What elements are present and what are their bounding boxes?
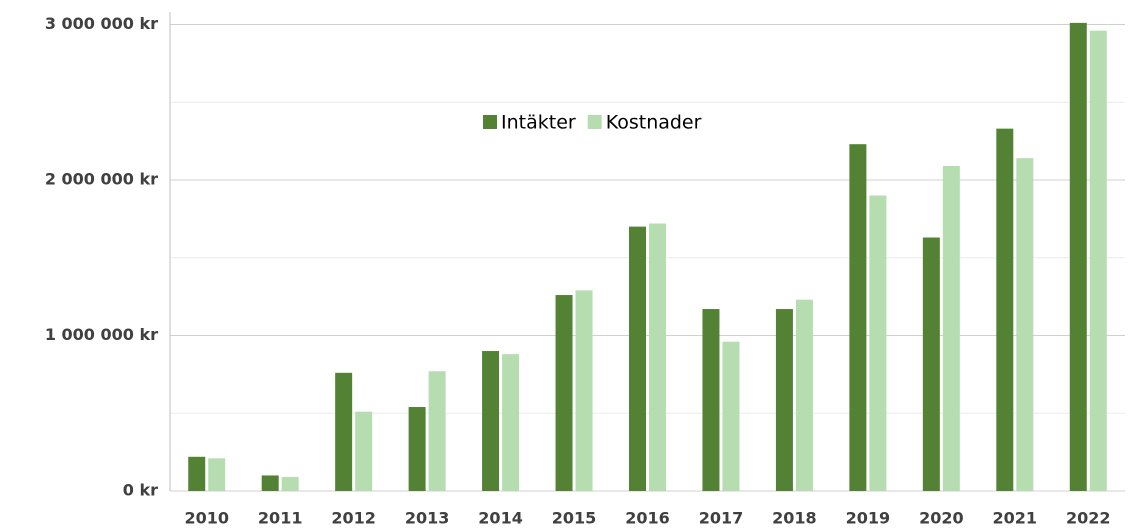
bar — [281, 477, 299, 491]
bar — [355, 411, 373, 491]
bar — [261, 475, 279, 491]
x-tick-label: 2018 — [772, 509, 817, 528]
bar — [722, 341, 740, 491]
x-tick-label: 2022 — [1066, 509, 1111, 528]
x-tick-label: 2019 — [846, 509, 891, 528]
bar — [555, 295, 573, 491]
x-tick-label: 2020 — [919, 509, 964, 528]
y-tick-label: 1 000 000 kr — [45, 325, 158, 344]
bar — [208, 458, 226, 491]
x-tick-label: 2014 — [478, 509, 523, 528]
x-tick-label: 2012 — [331, 509, 376, 528]
bar — [849, 144, 867, 491]
bar — [188, 456, 206, 491]
bar — [629, 226, 646, 491]
bar — [408, 407, 426, 491]
bar — [335, 372, 353, 491]
legend-swatch — [587, 115, 602, 129]
bar — [922, 237, 940, 491]
bar — [869, 195, 887, 491]
y-tick-label: 3 000 000 kr — [45, 14, 158, 33]
legend-label: Intäkter — [501, 112, 576, 134]
x-tick-label: 2010 — [184, 509, 229, 528]
bar — [649, 223, 666, 491]
y-tick-label: 0 kr — [123, 481, 158, 500]
bar — [1089, 30, 1107, 491]
bar — [1016, 158, 1034, 492]
bar — [942, 165, 960, 491]
x-tick-label: 2015 — [552, 509, 597, 528]
bar — [996, 128, 1014, 491]
bar — [775, 309, 793, 491]
bar — [702, 309, 720, 491]
y-tick-label: 2 000 000 kr — [45, 169, 158, 188]
x-tick-label: 2016 — [625, 509, 670, 528]
legend-swatch — [483, 115, 497, 129]
x-tick-label: 2013 — [405, 509, 450, 528]
bar — [575, 290, 593, 491]
legend-label: Kostnader — [606, 112, 702, 134]
x-tick-label: 2011 — [258, 509, 303, 528]
bar — [795, 299, 813, 491]
bar — [428, 371, 446, 491]
x-tick-label: 2017 — [699, 509, 744, 528]
bar — [1069, 22, 1087, 492]
x-tick-label: 2021 — [993, 509, 1038, 528]
bar — [502, 354, 520, 491]
bar — [482, 351, 500, 491]
